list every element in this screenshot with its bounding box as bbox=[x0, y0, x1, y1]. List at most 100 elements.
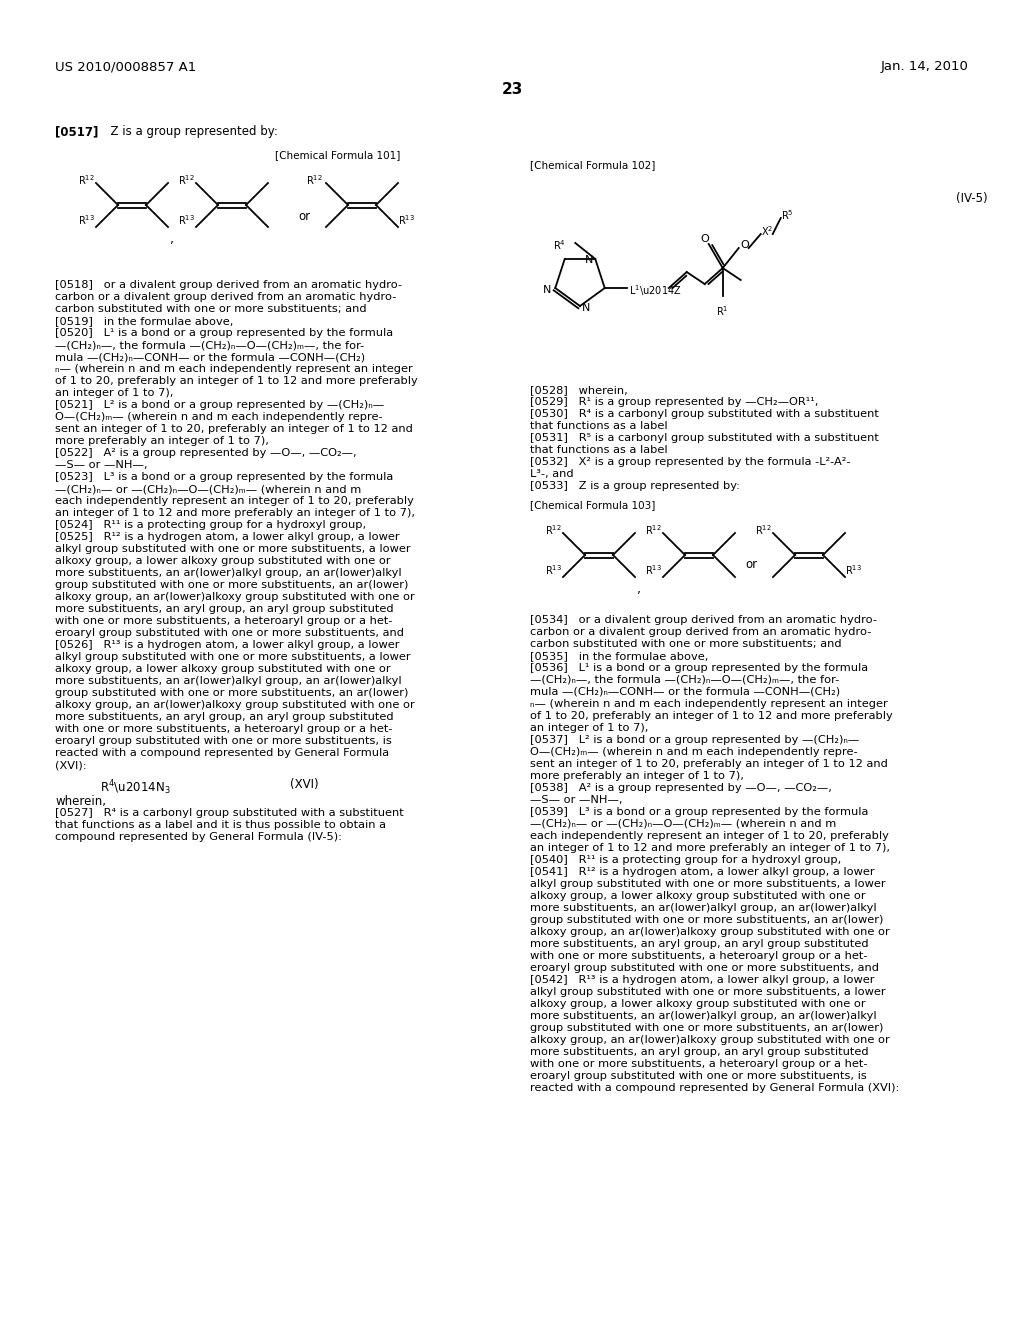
Text: with one or more substituents, a heteroaryl group or a het-: with one or more substituents, a heteroa… bbox=[530, 1059, 867, 1069]
Text: [Chemical Formula 103]: [Chemical Formula 103] bbox=[530, 500, 655, 510]
Text: more substituents, an ar(lower)alkyl group, an ar(lower)alkyl: more substituents, an ar(lower)alkyl gro… bbox=[530, 903, 877, 913]
Text: eroaryl group substituted with one or more substituents, and: eroaryl group substituted with one or mo… bbox=[55, 628, 404, 638]
Text: [Chemical Formula 101]: [Chemical Formula 101] bbox=[274, 150, 400, 160]
Text: more preferably an integer of 1 to 7),: more preferably an integer of 1 to 7), bbox=[55, 436, 269, 446]
Text: more substituents, an aryl group, an aryl group substituted: more substituents, an aryl group, an ary… bbox=[530, 939, 868, 949]
Text: R$^{13}$: R$^{13}$ bbox=[545, 564, 562, 577]
Text: alkoxy group, a lower alkoxy group substituted with one or: alkoxy group, a lower alkoxy group subst… bbox=[530, 891, 865, 902]
Text: carbon or a divalent group derived from an aromatic hydro-: carbon or a divalent group derived from … bbox=[55, 292, 396, 302]
Text: R$^{12}$: R$^{12}$ bbox=[755, 523, 772, 537]
Text: [0541]   R¹² is a hydrogen atom, a lower alkyl group, a lower: [0541] R¹² is a hydrogen atom, a lower a… bbox=[530, 867, 874, 876]
Text: [0528]   wherein,: [0528] wherein, bbox=[530, 385, 628, 395]
Text: alkyl group substituted with one or more substituents, a lower: alkyl group substituted with one or more… bbox=[55, 652, 411, 663]
Text: R$^{13}$: R$^{13}$ bbox=[845, 564, 862, 577]
Text: [0533]   Z is a group represented by:: [0533] Z is a group represented by: bbox=[530, 480, 740, 491]
Text: O—(CH₂)ₘ— (wherein n and m each independently repre-: O—(CH₂)ₘ— (wherein n and m each independ… bbox=[530, 747, 858, 756]
Text: with one or more substituents, a heteroaryl group or a het-: with one or more substituents, a heteroa… bbox=[55, 723, 392, 734]
Text: [0540]   R¹¹ is a protecting group for a hydroxyl group,: [0540] R¹¹ is a protecting group for a h… bbox=[530, 855, 842, 865]
Text: R$^{12}$: R$^{12}$ bbox=[645, 523, 662, 537]
Text: [0521]   L² is a bond or a group represented by —(CH₂)ₙ—: [0521] L² is a bond or a group represent… bbox=[55, 400, 384, 411]
Text: R$^{13}$: R$^{13}$ bbox=[645, 564, 662, 577]
Text: more substituents, an aryl group, an aryl group substituted: more substituents, an aryl group, an ary… bbox=[55, 711, 393, 722]
Text: with one or more substituents, a heteroaryl group or a het-: with one or more substituents, a heteroa… bbox=[55, 616, 392, 626]
Text: —S— or —NH—,: —S— or —NH—, bbox=[530, 795, 623, 805]
Text: more substituents, an aryl group, an aryl group substituted: more substituents, an aryl group, an ary… bbox=[530, 1047, 868, 1057]
Text: R$^1$: R$^1$ bbox=[716, 304, 728, 318]
Text: [0538]   A² is a group represented by —O—, —CO₂—,: [0538] A² is a group represented by —O—,… bbox=[530, 783, 831, 793]
Text: (XVI):: (XVI): bbox=[55, 760, 87, 770]
Text: more substituents, an aryl group, an aryl group substituted: more substituents, an aryl group, an ary… bbox=[55, 605, 393, 614]
Text: R$^{13}$: R$^{13}$ bbox=[398, 213, 415, 227]
Text: alkoxy group, an ar(lower)alkoxy group substituted with one or: alkoxy group, an ar(lower)alkoxy group s… bbox=[530, 1035, 890, 1045]
Text: alkyl group substituted with one or more substituents, a lower: alkyl group substituted with one or more… bbox=[55, 544, 411, 554]
Text: each independently represent an integer of 1 to 20, preferably: each independently represent an integer … bbox=[55, 496, 414, 506]
Text: —(CH₂)ₙ—, the formula —(CH₂)ₙ—O—(CH₂)ₘ—, the for-: —(CH₂)ₙ—, the formula —(CH₂)ₙ—O—(CH₂)ₘ—,… bbox=[55, 341, 365, 350]
Text: (IV-5): (IV-5) bbox=[956, 191, 988, 205]
Text: [0518]   or a divalent group derived from an aromatic hydro-: [0518] or a divalent group derived from … bbox=[55, 280, 402, 290]
Text: [0532]   X² is a group represented by the formula -L²-A²-: [0532] X² is a group represented by the … bbox=[530, 457, 851, 467]
Text: eroaryl group substituted with one or more substituents, is: eroaryl group substituted with one or mo… bbox=[530, 1071, 866, 1081]
Text: [0522]   A² is a group represented by —O—, —CO₂—,: [0522] A² is a group represented by —O—,… bbox=[55, 447, 356, 458]
Text: group substituted with one or more substituents, an ar(lower): group substituted with one or more subst… bbox=[530, 915, 884, 925]
Text: alkoxy group, a lower alkoxy group substituted with one or: alkoxy group, a lower alkoxy group subst… bbox=[55, 556, 390, 566]
Text: R$^{12}$: R$^{12}$ bbox=[306, 173, 323, 187]
Text: [0527]   R⁴ is a carbonyl group substituted with a substituent: [0527] R⁴ is a carbonyl group substitute… bbox=[55, 808, 403, 818]
Text: [0535]   in the formulae above,: [0535] in the formulae above, bbox=[530, 651, 709, 661]
Text: [0536]   L¹ is a bond or a group represented by the formula: [0536] L¹ is a bond or a group represent… bbox=[530, 663, 868, 673]
Text: [0523]   L³ is a bond or a group represented by the formula: [0523] L³ is a bond or a group represent… bbox=[55, 473, 393, 482]
Text: —S— or —NH—,: —S— or —NH—, bbox=[55, 459, 147, 470]
Text: Z is a group represented by:: Z is a group represented by: bbox=[103, 125, 278, 139]
Text: [0529]   R¹ is a group represented by —CH₂—OR¹¹,: [0529] R¹ is a group represented by —CH₂… bbox=[530, 397, 818, 407]
Text: alkyl group substituted with one or more substituents, a lower: alkyl group substituted with one or more… bbox=[530, 879, 886, 888]
Text: [0525]   R¹² is a hydrogen atom, a lower alkyl group, a lower: [0525] R¹² is a hydrogen atom, a lower a… bbox=[55, 532, 399, 543]
Text: eroaryl group substituted with one or more substituents, is: eroaryl group substituted with one or mo… bbox=[55, 737, 392, 746]
Text: of 1 to 20, preferably an integer of 1 to 12 and more preferably: of 1 to 20, preferably an integer of 1 t… bbox=[55, 376, 418, 385]
Text: more substituents, an ar(lower)alkyl group, an ar(lower)alkyl: more substituents, an ar(lower)alkyl gro… bbox=[55, 676, 401, 686]
Text: US 2010/0008857 A1: US 2010/0008857 A1 bbox=[55, 59, 197, 73]
Text: alkoxy group, an ar(lower)alkoxy group substituted with one or: alkoxy group, an ar(lower)alkoxy group s… bbox=[55, 591, 415, 602]
Text: ,: , bbox=[637, 583, 641, 597]
Text: compound represented by General Formula (IV-5):: compound represented by General Formula … bbox=[55, 832, 342, 842]
Text: an integer of 1 to 12 and more preferably an integer of 1 to 7),: an integer of 1 to 12 and more preferabl… bbox=[530, 843, 890, 853]
Text: group substituted with one or more substituents, an ar(lower): group substituted with one or more subst… bbox=[55, 688, 409, 698]
Text: with one or more substituents, a heteroaryl group or a het-: with one or more substituents, a heteroa… bbox=[530, 950, 867, 961]
Text: R$^{13}$: R$^{13}$ bbox=[78, 213, 95, 227]
Text: ₙ— (wherein n and m each independently represent an integer: ₙ— (wherein n and m each independently r… bbox=[530, 700, 888, 709]
Text: [0530]   R⁴ is a carbonyl group substituted with a substituent: [0530] R⁴ is a carbonyl group substitute… bbox=[530, 409, 879, 418]
Text: [0519]   in the formulae above,: [0519] in the formulae above, bbox=[55, 315, 233, 326]
Text: each independently represent an integer of 1 to 20, preferably: each independently represent an integer … bbox=[530, 832, 889, 841]
Text: R$^4$: R$^4$ bbox=[553, 238, 566, 252]
Text: of 1 to 20, preferably an integer of 1 to 12 and more preferably: of 1 to 20, preferably an integer of 1 t… bbox=[530, 711, 893, 721]
Text: carbon substituted with one or more substituents; and: carbon substituted with one or more subs… bbox=[530, 639, 842, 649]
Text: R$^5$: R$^5$ bbox=[780, 209, 794, 222]
Text: (XVI): (XVI) bbox=[290, 777, 318, 791]
Text: ₙ— (wherein n and m each independently represent an integer: ₙ— (wherein n and m each independently r… bbox=[55, 364, 413, 374]
Text: alkyl group substituted with one or more substituents, a lower: alkyl group substituted with one or more… bbox=[530, 987, 886, 997]
Text: R$^4$\u2014N$_3$: R$^4$\u2014N$_3$ bbox=[100, 777, 171, 797]
Text: sent an integer of 1 to 20, preferably an integer of 1 to 12 and: sent an integer of 1 to 20, preferably a… bbox=[530, 759, 888, 770]
Text: —(CH₂)ₙ— or —(CH₂)ₙ—O—(CH₂)ₘ— (wherein n and m: —(CH₂)ₙ— or —(CH₂)ₙ—O—(CH₂)ₘ— (wherein n… bbox=[55, 484, 361, 494]
Text: R$^{12}$: R$^{12}$ bbox=[545, 523, 562, 537]
Text: group substituted with one or more substituents, an ar(lower): group substituted with one or more subst… bbox=[530, 1023, 884, 1034]
Text: more substituents, an ar(lower)alkyl group, an ar(lower)alkyl: more substituents, an ar(lower)alkyl gro… bbox=[55, 568, 401, 578]
Text: 23: 23 bbox=[502, 82, 522, 96]
Text: N: N bbox=[544, 285, 552, 296]
Text: alkoxy group, an ar(lower)alkoxy group substituted with one or: alkoxy group, an ar(lower)alkoxy group s… bbox=[55, 700, 415, 710]
Text: L³-, and: L³-, and bbox=[530, 469, 573, 479]
Text: N: N bbox=[582, 304, 591, 313]
Text: R$^{13}$: R$^{13}$ bbox=[178, 213, 195, 227]
Text: [0539]   L³ is a bond or a group represented by the formula: [0539] L³ is a bond or a group represent… bbox=[530, 807, 868, 817]
Text: [0531]   R⁵ is a carbonyl group substituted with a substituent: [0531] R⁵ is a carbonyl group substitute… bbox=[530, 433, 879, 444]
Text: [0526]   R¹³ is a hydrogen atom, a lower alkyl group, a lower: [0526] R¹³ is a hydrogen atom, a lower a… bbox=[55, 640, 399, 649]
Text: an integer of 1 to 7),: an integer of 1 to 7), bbox=[55, 388, 173, 399]
Text: R$^{12}$: R$^{12}$ bbox=[78, 173, 95, 187]
Text: more substituents, an ar(lower)alkyl group, an ar(lower)alkyl: more substituents, an ar(lower)alkyl gro… bbox=[530, 1011, 877, 1020]
Text: [0524]   R¹¹ is a protecting group for a hydroxyl group,: [0524] R¹¹ is a protecting group for a h… bbox=[55, 520, 367, 531]
Text: X$^2$: X$^2$ bbox=[761, 224, 773, 238]
Text: carbon or a divalent group derived from an aromatic hydro-: carbon or a divalent group derived from … bbox=[530, 627, 871, 638]
Text: [0537]   L² is a bond or a group represented by —(CH₂)ₙ—: [0537] L² is a bond or a group represent… bbox=[530, 735, 859, 744]
Text: alkoxy group, a lower alkoxy group substituted with one or: alkoxy group, a lower alkoxy group subst… bbox=[530, 999, 865, 1008]
Text: or: or bbox=[298, 210, 310, 223]
Text: group substituted with one or more substituents, an ar(lower): group substituted with one or more subst… bbox=[55, 579, 409, 590]
Text: [Chemical Formula 102]: [Chemical Formula 102] bbox=[530, 160, 655, 170]
